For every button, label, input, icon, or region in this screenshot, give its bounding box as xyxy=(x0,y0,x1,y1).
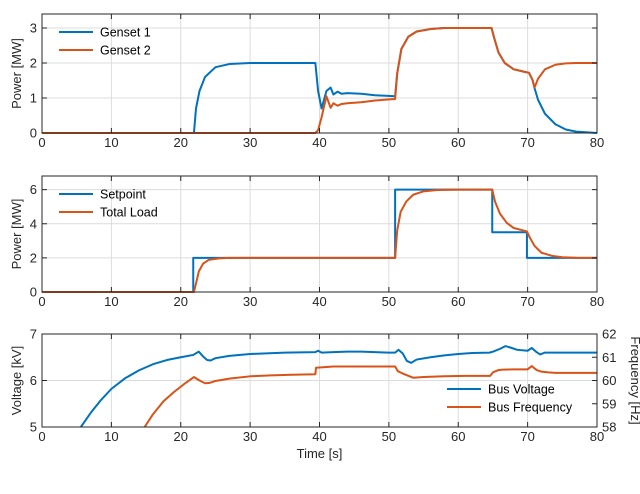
x-tick-label: 40 xyxy=(312,135,326,150)
x-tick-label: 0 xyxy=(38,135,45,150)
legend-label: Setpoint xyxy=(100,188,146,202)
y-axis-label: Voltage [kV] xyxy=(9,346,24,415)
series-line-bus-voltage xyxy=(80,345,597,428)
legend: Genset 1 Genset 2 xyxy=(59,26,151,58)
x-tick-label: 80 xyxy=(590,294,604,309)
x-tick-label: 0 xyxy=(38,429,45,444)
legend-label: Bus Frequency xyxy=(488,401,573,415)
chart-panel-3: 0 10 20 30 40 50 60 70 80 5 6 7 58 59 60 61 62 Voltage [k… xyxy=(9,327,640,462)
x-tick-label: 20 xyxy=(174,429,188,444)
x-axis-label: Time [s] xyxy=(297,446,343,461)
y2-tick-label: 58 xyxy=(602,420,616,435)
y-tick-label: 5 xyxy=(30,420,37,435)
y-tick-label: 6 xyxy=(30,373,37,388)
legend-label: Genset 2 xyxy=(100,44,151,58)
x-tick-label: 80 xyxy=(590,135,604,150)
y-tick-label: 2 xyxy=(30,250,37,265)
x-tick-label: 40 xyxy=(312,429,326,444)
x-tick-label: 80 xyxy=(590,429,604,444)
x-tick-label: 60 xyxy=(451,294,465,309)
y-tick-label: 3 xyxy=(30,21,37,36)
y-tick-label: 4 xyxy=(30,216,37,231)
legend-label: Bus Voltage xyxy=(488,383,555,397)
y2-tick-label: 60 xyxy=(602,373,616,388)
legend-label: Total Load xyxy=(100,206,158,220)
x-tick-label: 10 xyxy=(104,135,118,150)
series-line-bus-frequency xyxy=(143,365,597,428)
legend: Bus Voltage Bus Frequency xyxy=(447,383,573,415)
x-tick-label: 30 xyxy=(243,429,257,444)
x-tick-label: 20 xyxy=(174,294,188,309)
y-axis-label: Power [MW] xyxy=(9,38,24,109)
x-tick-label: 20 xyxy=(174,135,188,150)
legend: Setpoint Total Load xyxy=(59,188,158,220)
x-tick-label: 70 xyxy=(520,429,534,444)
x-tick-label: 50 xyxy=(382,135,396,150)
x-tick-label: 60 xyxy=(451,135,465,150)
y-tick-label: 2 xyxy=(30,56,37,71)
x-tick-label: 60 xyxy=(451,429,465,444)
x-tick-label: 30 xyxy=(243,135,257,150)
x-tick-label: 40 xyxy=(312,294,326,309)
chart-panel-2: 0 10 20 30 40 50 60 70 80 0 2 4 6 Power [MW] Setpoint T… xyxy=(9,175,604,309)
x-tick-label: 10 xyxy=(104,294,118,309)
x-tick-label: 30 xyxy=(243,294,257,309)
y2-tick-label: 61 xyxy=(602,350,616,365)
y2-tick-label: 62 xyxy=(602,327,616,342)
series-line-genset-2 xyxy=(42,27,597,134)
y-tick-label: 1 xyxy=(30,91,37,106)
x-tick-label: 70 xyxy=(520,135,534,150)
y-tick-label: 6 xyxy=(30,182,37,197)
x-tick-label: 10 xyxy=(104,429,118,444)
x-tick-label: 50 xyxy=(382,294,396,309)
y-tick-label: 7 xyxy=(30,327,37,342)
y2-tick-label: 59 xyxy=(602,396,616,411)
y-tick-label: 0 xyxy=(30,126,37,141)
y-axis-label: Power [MW] xyxy=(9,199,24,270)
x-tick-label: 0 xyxy=(38,294,45,309)
y-tick-label: 0 xyxy=(30,285,37,300)
legend-label: Genset 1 xyxy=(100,26,151,40)
y2-axis-label: Frequency [Hz] xyxy=(628,336,640,424)
x-tick-label: 70 xyxy=(520,294,534,309)
x-tick-label: 50 xyxy=(382,429,396,444)
series-line-total-load xyxy=(42,188,598,293)
